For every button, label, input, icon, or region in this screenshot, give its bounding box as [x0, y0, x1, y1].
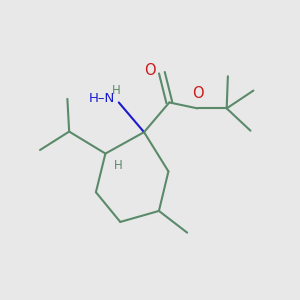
Text: O: O	[192, 86, 204, 101]
Text: H–N: H–N	[89, 92, 115, 105]
Text: O: O	[144, 63, 155, 78]
Text: H: H	[114, 159, 123, 172]
Text: H: H	[112, 84, 121, 97]
